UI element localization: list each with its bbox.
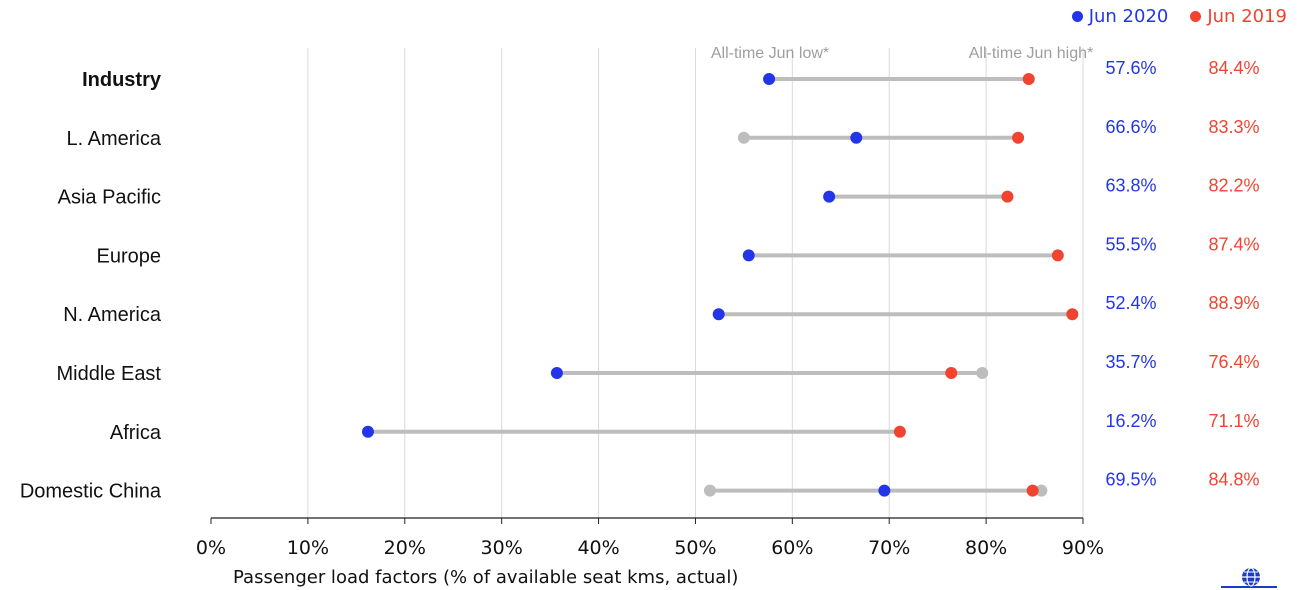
jun2020-dot xyxy=(361,425,374,438)
jun2020-dot xyxy=(823,190,836,203)
all-time-high-dot xyxy=(976,367,989,379)
category-label: Middle East xyxy=(57,363,162,385)
legend-item-jun2019: Jun 2019 xyxy=(1190,6,1287,27)
jun2020-dot xyxy=(742,249,755,262)
jun2020-value-label: 52.4% xyxy=(1105,293,1156,313)
jun2019-dot xyxy=(1051,249,1064,262)
jun2019-value-label: 76.4% xyxy=(1208,352,1259,372)
jun2020-dot xyxy=(712,308,725,321)
jun2020-value-label: 16.2% xyxy=(1105,411,1156,431)
category-label: Africa xyxy=(110,422,162,444)
jun2019-dot xyxy=(1012,131,1025,144)
all-time-low-dot xyxy=(703,484,716,497)
category-label: Industry xyxy=(82,69,162,91)
jun2019-value-label: 88.9% xyxy=(1208,293,1259,313)
jun2019-dot xyxy=(1026,484,1039,497)
jun2020-value-label: 35.7% xyxy=(1105,352,1156,372)
jun2020-dot xyxy=(550,367,563,379)
jun2020-value-label: 66.6% xyxy=(1105,117,1156,137)
all-time-low-dot xyxy=(737,131,750,144)
jun2020-value-label: 69.5% xyxy=(1105,470,1156,490)
legend: Jun 2020 Jun 2019 xyxy=(1071,6,1287,27)
x-axis-title: Passenger load factors (% of available s… xyxy=(233,567,738,588)
category-label: L. America xyxy=(67,128,162,150)
jun2019-value-label: 84.8% xyxy=(1208,470,1259,490)
x-tick-label: 40% xyxy=(577,537,619,559)
legend-label-jun2019: Jun 2019 xyxy=(1207,6,1287,27)
x-tick-label: 90% xyxy=(1062,537,1104,559)
jun2019-value-label: 71.1% xyxy=(1208,411,1259,431)
jun2019-value-label: 83.3% xyxy=(1208,117,1259,137)
jun2020-dot xyxy=(850,131,863,144)
jun2019-dot xyxy=(945,367,958,379)
x-tick-label: 30% xyxy=(481,537,523,559)
x-tick-label: 0% xyxy=(196,537,226,559)
x-tick-label: 60% xyxy=(771,537,813,559)
jun2020-value-label: 57.6% xyxy=(1105,58,1156,78)
legend-dot-jun2019-icon xyxy=(1190,11,1202,22)
jun2019-dot xyxy=(1066,308,1079,321)
globe-logo-icon xyxy=(1221,567,1277,588)
x-tick-label: 50% xyxy=(674,537,716,559)
legend-label-jun2020: Jun 2020 xyxy=(1088,6,1169,27)
category-label: Domestic China xyxy=(20,481,162,503)
x-tick-label: 70% xyxy=(868,537,910,559)
jun2019-dot xyxy=(1022,73,1035,85)
x-tick-label: 80% xyxy=(965,537,1007,559)
category-label: Europe xyxy=(97,245,162,267)
jun2020-value-label: 63.8% xyxy=(1105,176,1156,196)
annotation-all-time-high: All-time Jun high* xyxy=(969,45,1094,62)
jun2019-value-label: 84.4% xyxy=(1208,58,1259,78)
x-tick-label: 20% xyxy=(384,537,426,559)
legend-dot-jun2020-icon xyxy=(1071,11,1083,22)
x-tick-label: 10% xyxy=(287,537,329,559)
jun2019-value-label: 82.2% xyxy=(1208,176,1259,196)
annotation-all-time-low: All-time Jun low* xyxy=(711,45,829,62)
jun2020-dot xyxy=(878,484,891,497)
jun2019-value-label: 87.4% xyxy=(1208,234,1259,254)
jun2020-dot xyxy=(763,73,776,85)
jun2019-dot xyxy=(893,425,906,438)
jun2020-value-label: 55.5% xyxy=(1105,234,1156,254)
category-label: N. America xyxy=(63,304,162,326)
legend-item-jun2020: Jun 2020 xyxy=(1071,6,1169,27)
jun2019-dot xyxy=(1001,190,1014,203)
category-label: Asia Pacific xyxy=(58,187,161,209)
all-time-high-dot xyxy=(1035,484,1048,497)
